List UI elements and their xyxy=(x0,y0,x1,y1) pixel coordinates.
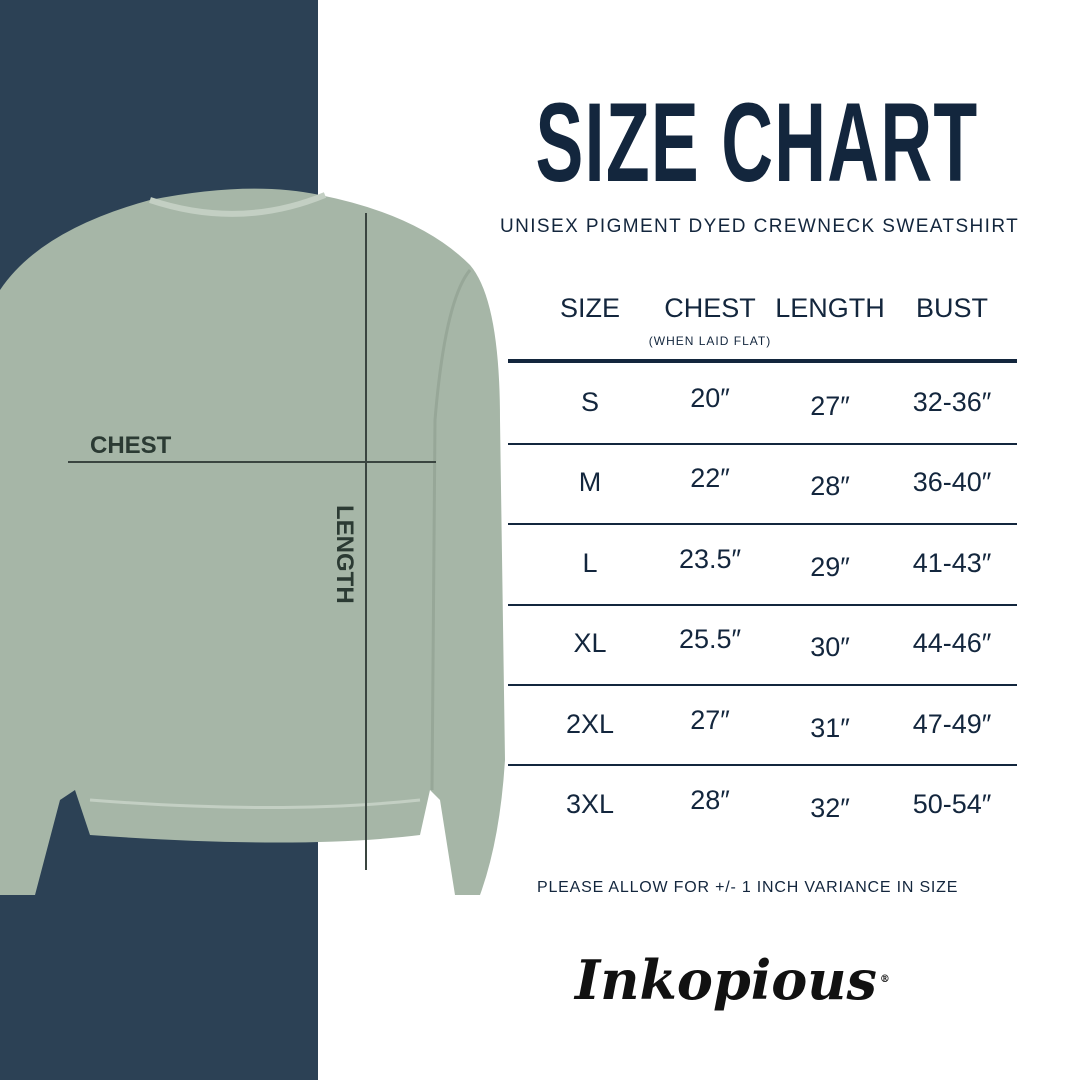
header-length: LENGTH xyxy=(775,293,885,323)
row-bust-cell: 44-46″ xyxy=(912,628,992,659)
row-chest-cell: 23.5″ xyxy=(678,543,742,574)
row-chest-cell: 22″ xyxy=(690,463,730,494)
header-divider xyxy=(508,359,1017,363)
row-chest-cell: 27″ xyxy=(690,704,730,735)
row-chest-cell: 25.5″ xyxy=(678,624,742,655)
row-divider xyxy=(508,603,1017,606)
row-size-cell: L xyxy=(582,547,598,578)
sweatshirt-image xyxy=(0,188,505,896)
row-bust-cell: 50-54″ xyxy=(912,789,992,819)
row-size-cell: 2XL xyxy=(565,708,615,739)
row-divider xyxy=(508,683,1017,686)
chest-note: (WHEN LAID FLAT) xyxy=(648,334,772,348)
subtitle: UNISEX PIGMENT DYED CREWNECK SWEATSHIRT xyxy=(500,216,1020,237)
row-divider xyxy=(508,764,1017,767)
variance-note: PLEASE ALLOW FOR +/- 1 INCH VARIANCE IN … xyxy=(537,879,959,896)
row-size-cell: S xyxy=(580,387,599,417)
page-title: SIZE CHART xyxy=(535,80,979,205)
row-length-cell: 27″ xyxy=(810,391,850,421)
row-length-cell: 31″ xyxy=(810,712,850,743)
header-chest: CHEST xyxy=(664,293,756,323)
row-length-cell: 32″ xyxy=(810,793,850,823)
row-bust-cell: 47-49″ xyxy=(912,708,992,739)
chest-measure-label: CHEST xyxy=(90,432,172,459)
row-size-cell: M xyxy=(578,467,602,498)
row-divider xyxy=(508,523,1017,526)
row-bust-cell: 36-40″ xyxy=(912,467,992,498)
row-length-cell: 30″ xyxy=(810,632,850,663)
row-size-cell: XL xyxy=(573,628,607,659)
length-measure-label: LENGTH xyxy=(331,505,358,604)
row-bust-cell: 32-36″ xyxy=(912,387,992,417)
row-size-cell: 3XL xyxy=(565,789,615,819)
brand-logo: Inkopious xyxy=(575,945,890,1015)
row-length-cell: 28″ xyxy=(810,471,850,502)
header-size: SIZE xyxy=(559,293,620,323)
header-bust: BUST xyxy=(915,293,988,323)
row-length-cell: 29″ xyxy=(810,551,850,582)
row-divider xyxy=(508,443,1017,445)
row-chest-cell: 20″ xyxy=(690,383,730,413)
row-chest-cell: 28″ xyxy=(690,785,730,815)
row-bust-cell: 41-43″ xyxy=(912,547,992,578)
